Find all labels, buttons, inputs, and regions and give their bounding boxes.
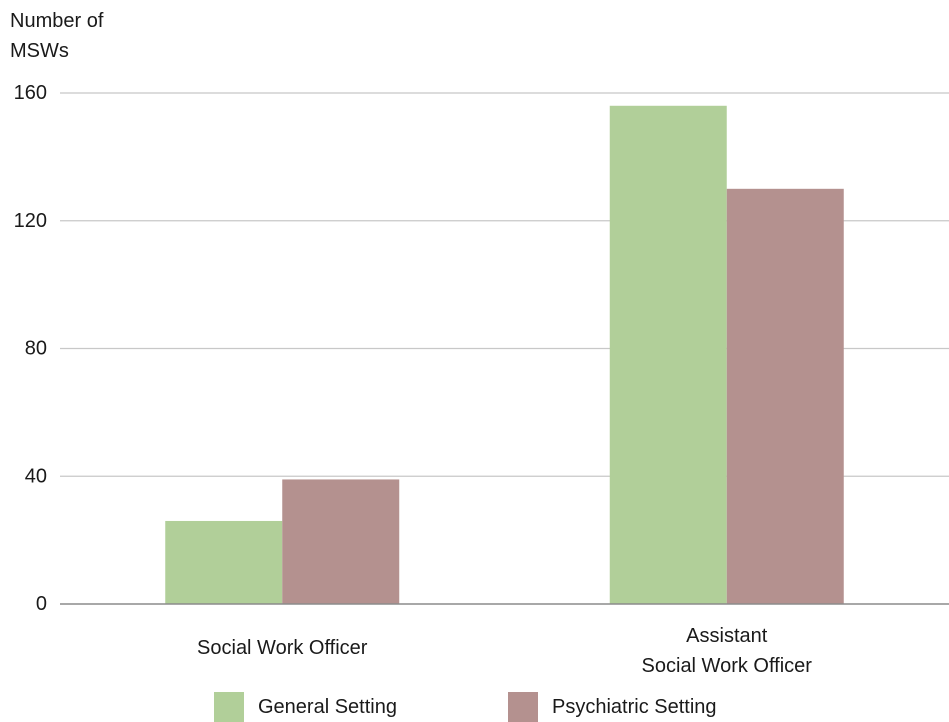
legend-swatch [214, 692, 244, 722]
x-category-label: Social Work Officer [197, 637, 368, 659]
y-axis-ticks: 0 40 80 120 160 [14, 82, 47, 615]
legend-swatch [508, 692, 538, 722]
bar [165, 520, 283, 604]
legend-label: Psychiatric Setting [552, 696, 717, 718]
x-category-label: Social Work Officer [642, 655, 813, 677]
y-axis-label-line-2: MSWs [10, 40, 69, 62]
y-axis-label-line-1: Number of [10, 10, 104, 32]
bar [282, 479, 400, 604]
bars [165, 105, 844, 605]
y-tick-label: 0 [36, 593, 47, 615]
x-axis-categories: Social Work Officer Assistant Social Work … [197, 625, 812, 677]
legend-label: General Setting [258, 696, 397, 718]
y-tick-label: 80 [25, 338, 47, 360]
bar [609, 105, 727, 605]
bar [726, 188, 844, 604]
x-category-label: Assistant [686, 625, 768, 647]
y-tick-label: 160 [14, 82, 47, 104]
y-tick-label: 40 [25, 465, 47, 487]
y-tick-label: 120 [14, 210, 47, 232]
legend: General Setting Psychiatric Setting [214, 692, 717, 722]
